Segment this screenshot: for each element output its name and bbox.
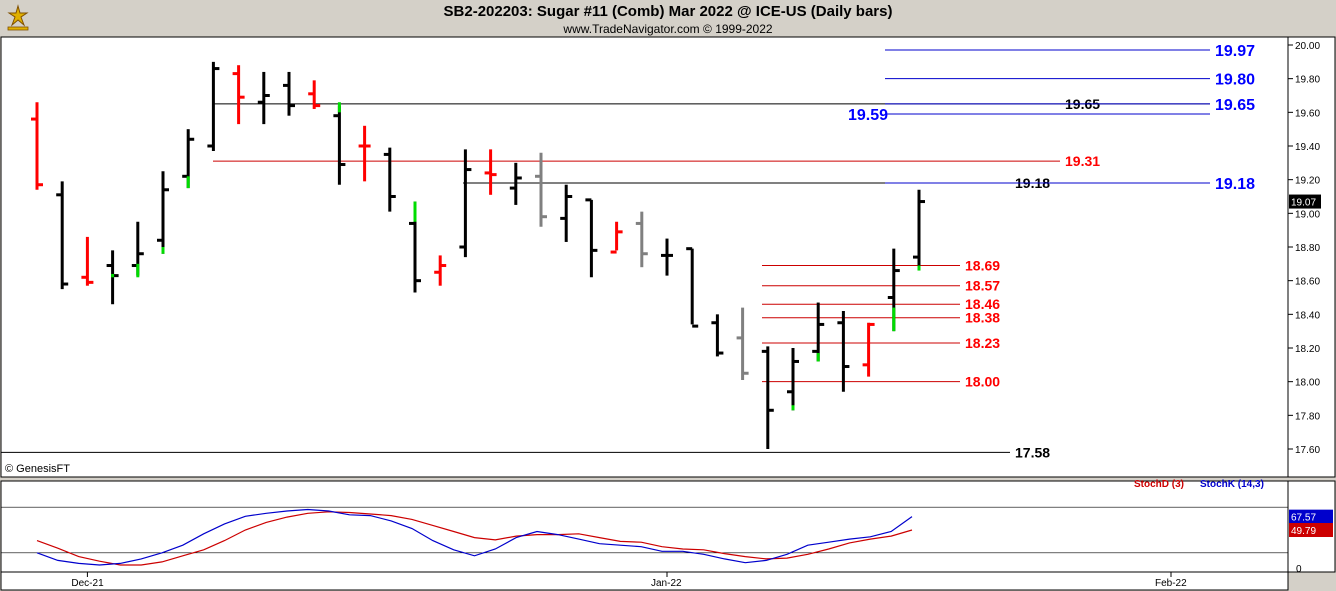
x-tick-label: Jan-22 bbox=[651, 578, 682, 589]
y-tick-label: 19.80 bbox=[1295, 75, 1320, 86]
price-axis bbox=[1287, 36, 1336, 478]
ohlc-bar[interactable] bbox=[157, 171, 169, 254]
ohlc-bar[interactable] bbox=[484, 149, 497, 195]
indicator-panel[interactable] bbox=[0, 480, 1289, 573]
ohlc-bar[interactable] bbox=[509, 162, 522, 205]
ohlc-bar[interactable] bbox=[56, 181, 69, 290]
red-level-label: 18.00 bbox=[965, 374, 1000, 390]
red-level-label: 19.31 bbox=[1065, 153, 1100, 169]
ohlc-bar[interactable] bbox=[409, 201, 421, 293]
ohlc-bar[interactable] bbox=[560, 184, 573, 242]
chart-title: SB2-202203: Sugar #11 (Comb) Mar 2022 @ … bbox=[443, 3, 893, 20]
y-tick-label: 20.00 bbox=[1295, 41, 1320, 52]
ohlc-bar[interactable] bbox=[686, 247, 699, 328]
red-level-label: 18.23 bbox=[965, 335, 1000, 351]
ohlc-bar[interactable] bbox=[887, 248, 900, 332]
ohlc-bar[interactable] bbox=[610, 221, 623, 254]
ohlc-bar[interactable] bbox=[182, 129, 195, 189]
y-tick-label: 18.40 bbox=[1295, 310, 1320, 321]
blue-level-label: 19.59 bbox=[848, 107, 888, 124]
ohlc-bar[interactable] bbox=[661, 238, 673, 276]
ohlc-bar[interactable] bbox=[283, 71, 295, 116]
ohlc-bar[interactable] bbox=[711, 314, 724, 357]
x-tick-label: Feb-22 bbox=[1155, 578, 1187, 589]
ohlc-bar[interactable] bbox=[535, 152, 547, 227]
ohlc-bar[interactable] bbox=[232, 65, 245, 125]
ohlc-bar[interactable] bbox=[585, 198, 598, 278]
ohlc-bar[interactable] bbox=[736, 307, 749, 380]
ohlc-bar[interactable] bbox=[812, 302, 825, 362]
copyright-label: © GenesisFT bbox=[5, 463, 70, 475]
y-tick-label: 18.00 bbox=[1295, 378, 1320, 389]
indicator-y-tick-label: 0 bbox=[1296, 564, 1302, 575]
ohlc-bar[interactable] bbox=[81, 236, 94, 286]
blue-level-label: 19.97 bbox=[1215, 43, 1255, 60]
stochastic-line bbox=[36, 508, 913, 566]
ohlc-bar[interactable] bbox=[257, 71, 270, 125]
ohlc-bar[interactable] bbox=[106, 250, 119, 305]
ohlc-bar[interactable] bbox=[787, 348, 799, 411]
stochd-last-label: 49.79 bbox=[1291, 526, 1316, 537]
ohlc-bar[interactable] bbox=[358, 125, 371, 182]
red-level-label: 18.46 bbox=[965, 296, 1000, 312]
stochd-last-badge bbox=[1289, 523, 1333, 537]
y-tick-label: 18.60 bbox=[1295, 277, 1320, 288]
black-level-label: 17.58 bbox=[1015, 444, 1050, 460]
y-tick-label: 17.80 bbox=[1295, 411, 1320, 422]
ohlc-bar[interactable] bbox=[459, 149, 472, 258]
ohlc-bar[interactable] bbox=[308, 80, 321, 109]
ohlc-bar[interactable] bbox=[862, 322, 875, 377]
y-tick-label: 19.60 bbox=[1295, 108, 1320, 119]
red-level-label: 18.57 bbox=[965, 278, 1000, 294]
ohlc-bar[interactable] bbox=[207, 61, 220, 152]
chart-header: SB2-202203: Sugar #11 (Comb) Mar 2022 @ … bbox=[0, 0, 1336, 37]
ohlc-bar[interactable] bbox=[131, 221, 144, 278]
y-tick-label: 18.20 bbox=[1295, 344, 1320, 355]
ohlc-bar[interactable] bbox=[31, 102, 43, 190]
indicator-legend-label: StochD (3) bbox=[1134, 479, 1184, 490]
ohlc-bar[interactable] bbox=[913, 189, 925, 271]
y-tick-label: 19.00 bbox=[1295, 209, 1320, 220]
y-tick-label: 17.60 bbox=[1295, 445, 1320, 456]
time-axis bbox=[0, 571, 1289, 591]
ohlc-bar[interactable] bbox=[837, 310, 850, 392]
red-level-label: 18.38 bbox=[965, 310, 1000, 326]
stochk-last-label: 67.57 bbox=[1291, 513, 1316, 524]
ohlc-bar[interactable] bbox=[383, 147, 396, 212]
last-price-label: 19.07 bbox=[1291, 198, 1316, 209]
indicator-legend-label: StochK (14,3) bbox=[1200, 479, 1264, 490]
red-level-label: 18.69 bbox=[965, 258, 1000, 274]
ohlc-bar[interactable] bbox=[761, 346, 774, 449]
y-tick-label: 18.80 bbox=[1295, 243, 1320, 254]
y-tick-label: 19.40 bbox=[1295, 142, 1320, 153]
trade-navigator-logo-icon bbox=[7, 4, 29, 31]
y-tick-label: 19.20 bbox=[1295, 176, 1320, 187]
blue-level-label: 19.80 bbox=[1215, 72, 1255, 89]
ohlc-bar[interactable] bbox=[333, 102, 346, 185]
last-price-badge bbox=[1289, 194, 1321, 209]
price-panel[interactable] bbox=[0, 36, 1289, 478]
stochastic-line bbox=[36, 511, 913, 566]
stochk-last-badge bbox=[1289, 509, 1333, 524]
chart-subtitle: www.TradeNavigator.com © 1999-2022 bbox=[563, 22, 773, 36]
blue-level-label: 19.18 bbox=[1215, 176, 1255, 193]
blue-level-label: 19.65 bbox=[1215, 97, 1255, 114]
ohlc-bar[interactable] bbox=[434, 255, 447, 286]
x-tick-label: Dec-21 bbox=[71, 578, 104, 589]
ohlc-bar[interactable] bbox=[635, 211, 648, 268]
